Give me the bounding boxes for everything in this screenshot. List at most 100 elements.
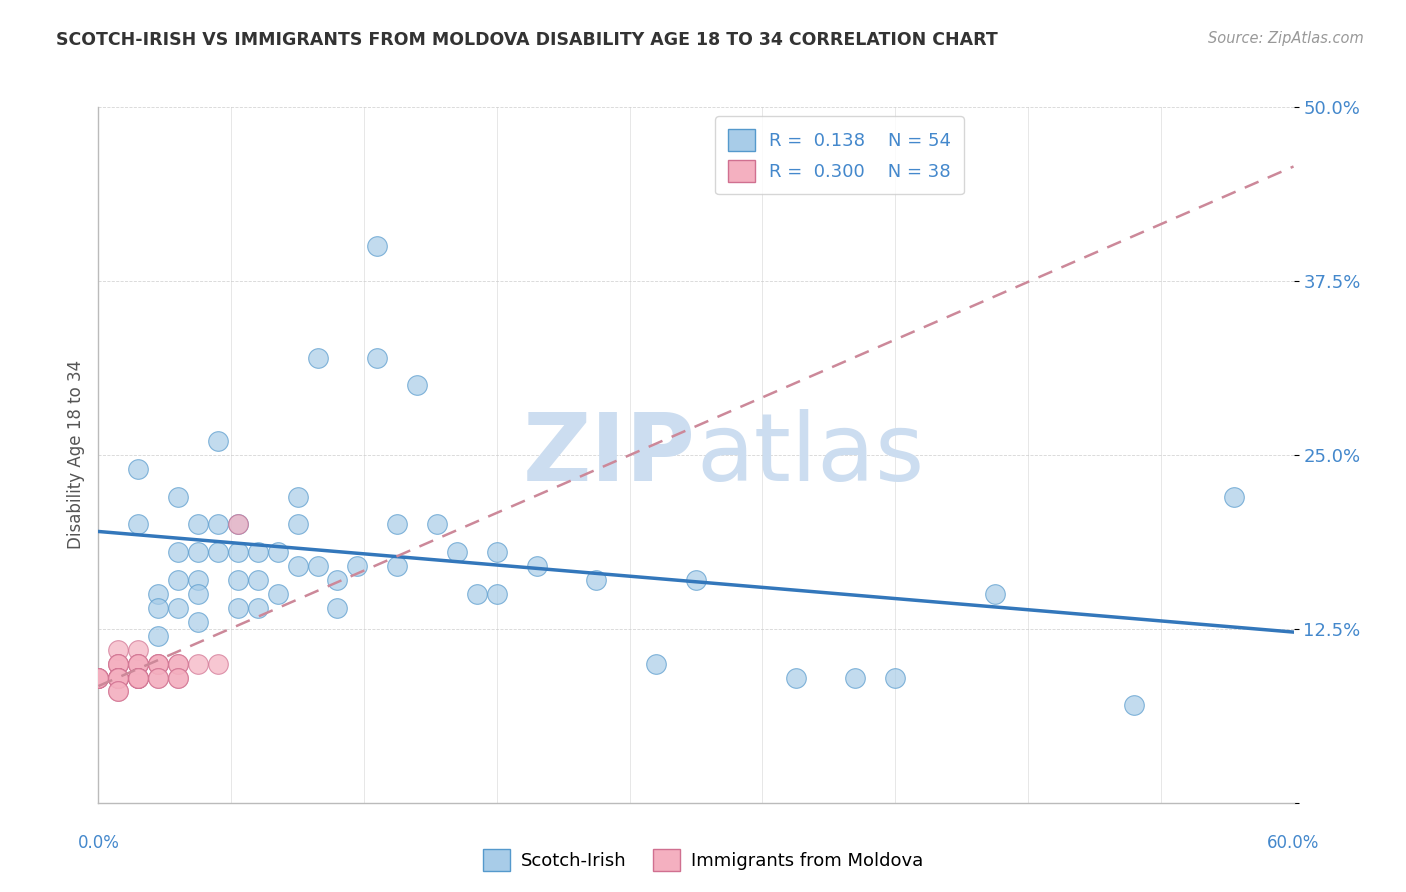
Point xyxy=(187,545,209,559)
Point xyxy=(107,671,129,685)
Point xyxy=(246,601,269,615)
Point xyxy=(127,657,149,671)
Point xyxy=(148,657,170,671)
Text: 0.0%: 0.0% xyxy=(77,834,120,852)
Point xyxy=(485,587,508,601)
Point xyxy=(226,601,249,615)
Point xyxy=(1222,490,1246,504)
Point xyxy=(187,657,209,671)
Y-axis label: Disability Age 18 to 34: Disability Age 18 to 34 xyxy=(66,360,84,549)
Point xyxy=(127,642,149,657)
Point xyxy=(127,657,149,671)
Point xyxy=(207,434,229,448)
Point xyxy=(307,559,329,574)
Point xyxy=(127,671,149,685)
Point xyxy=(187,517,209,532)
Point xyxy=(246,545,269,559)
Point xyxy=(127,671,149,685)
Point xyxy=(307,351,329,365)
Point xyxy=(385,559,409,574)
Point xyxy=(148,671,170,685)
Point xyxy=(167,671,190,685)
Point xyxy=(226,545,249,559)
Point xyxy=(207,517,229,532)
Point xyxy=(645,657,668,671)
Point xyxy=(107,684,129,698)
Point xyxy=(406,378,429,392)
Point xyxy=(87,671,110,685)
Point xyxy=(187,587,209,601)
Point xyxy=(187,573,209,587)
Point xyxy=(167,545,190,559)
Point xyxy=(107,671,129,685)
Point xyxy=(148,629,170,643)
Point xyxy=(207,657,229,671)
Point xyxy=(267,587,290,601)
Point xyxy=(127,671,149,685)
Point xyxy=(107,657,129,671)
Point xyxy=(366,239,388,253)
Point xyxy=(167,490,190,504)
Point xyxy=(287,559,309,574)
Point xyxy=(326,573,349,587)
Point xyxy=(107,684,129,698)
Point xyxy=(526,559,548,574)
Point xyxy=(107,657,129,671)
Point xyxy=(446,545,468,559)
Point xyxy=(465,587,488,601)
Text: SCOTCH-IRISH VS IMMIGRANTS FROM MOLDOVA DISABILITY AGE 18 TO 34 CORRELATION CHAR: SCOTCH-IRISH VS IMMIGRANTS FROM MOLDOVA … xyxy=(56,31,998,49)
Point xyxy=(287,517,309,532)
Point xyxy=(148,657,170,671)
Point xyxy=(246,573,269,587)
Point xyxy=(1123,698,1146,713)
Point xyxy=(167,671,190,685)
Point xyxy=(148,671,170,685)
Point xyxy=(107,642,129,657)
Text: 60.0%: 60.0% xyxy=(1267,834,1320,852)
Point xyxy=(107,657,129,671)
Point xyxy=(426,517,449,532)
Point xyxy=(585,573,607,587)
Point xyxy=(167,657,190,671)
Point xyxy=(366,351,388,365)
Point xyxy=(884,671,907,685)
Point xyxy=(87,671,110,685)
Point xyxy=(107,671,129,685)
Point xyxy=(287,490,309,504)
Text: ZIP: ZIP xyxy=(523,409,696,501)
Point xyxy=(226,517,249,532)
Point xyxy=(226,517,249,532)
Point xyxy=(167,601,190,615)
Text: Source: ZipAtlas.com: Source: ZipAtlas.com xyxy=(1208,31,1364,46)
Point xyxy=(87,671,110,685)
Point xyxy=(87,671,110,685)
Legend: Scotch-Irish, Immigrants from Moldova: Scotch-Irish, Immigrants from Moldova xyxy=(475,842,931,879)
Point xyxy=(107,671,129,685)
Point xyxy=(87,671,110,685)
Point xyxy=(107,671,129,685)
Point xyxy=(685,573,707,587)
Point xyxy=(167,573,190,587)
Point xyxy=(127,671,149,685)
Point xyxy=(127,657,149,671)
Point xyxy=(127,462,149,476)
Point xyxy=(385,517,409,532)
Point xyxy=(226,573,249,587)
Point xyxy=(127,671,149,685)
Point xyxy=(148,601,170,615)
Point xyxy=(187,615,209,629)
Point xyxy=(127,517,149,532)
Point xyxy=(785,671,807,685)
Point xyxy=(148,587,170,601)
Point xyxy=(107,671,129,685)
Point xyxy=(844,671,866,685)
Point xyxy=(983,587,1005,601)
Text: atlas: atlas xyxy=(696,409,924,501)
Point xyxy=(148,657,170,671)
Point xyxy=(207,545,229,559)
Point xyxy=(267,545,290,559)
Point xyxy=(326,601,349,615)
Point xyxy=(485,545,508,559)
Point xyxy=(346,559,368,574)
Point xyxy=(167,657,190,671)
